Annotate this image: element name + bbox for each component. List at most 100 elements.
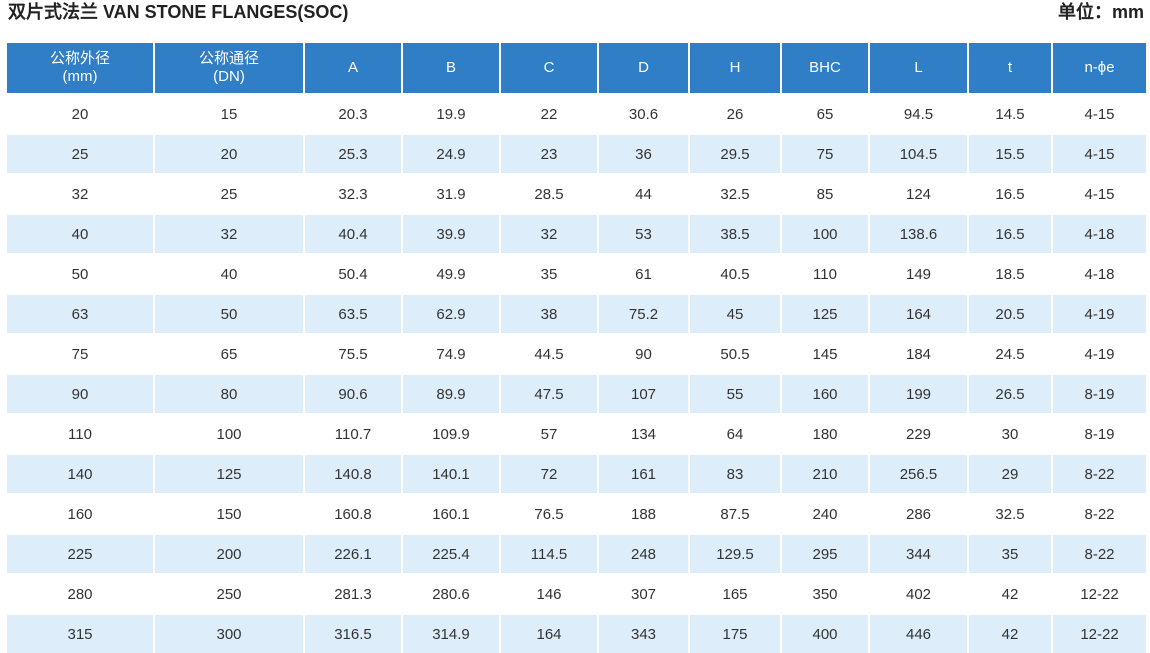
table-row: 160 150 160.8 160.1 76.5 188 87.5 240 286 32.5 8-2… (7, 493, 1146, 533)
table-cell: 295 (782, 533, 870, 573)
table-cell: 180 (782, 413, 870, 453)
table-cell: 8-19 (1053, 413, 1146, 453)
table-cell: 12-22 (1053, 613, 1146, 653)
table-cell: 32.3 (305, 173, 403, 213)
table-cell: 32 (7, 173, 155, 213)
table-cell: 150 (155, 493, 305, 533)
table-cell: 28.5 (501, 173, 599, 213)
table-cell: 315 (7, 613, 155, 653)
column-header: C (501, 43, 599, 93)
column-header: D (599, 43, 690, 93)
column-header: 公称外径 (mm) (7, 43, 155, 93)
table-row: 315 300 316.5 314.9 164 343 175 400 446 42 12-22 (7, 613, 1146, 653)
table-cell: 129.5 (690, 533, 782, 573)
table-body: 20 15 20.3 19.9 22 30.6 26 65 94.5 14.5 4-15 25 20 25… (7, 93, 1146, 653)
table-cell: 225.4 (403, 533, 501, 573)
table-cell: 50.4 (305, 253, 403, 293)
table-cell: 15 (155, 93, 305, 133)
table-cell: 40.5 (690, 253, 782, 293)
table-cell: 140.1 (403, 453, 501, 493)
table-cell: 160 (7, 493, 155, 533)
table-cell: 8-19 (1053, 373, 1146, 413)
column-header: 公称通径 (DN) (155, 43, 305, 93)
table-cell: 307 (599, 573, 690, 613)
table-cell: 31.9 (403, 173, 501, 213)
table-cell: 19.9 (403, 93, 501, 133)
column-header: t (969, 43, 1053, 93)
table-cell: 63 (7, 293, 155, 333)
table-cell: 42 (969, 613, 1053, 653)
table-cell: 343 (599, 613, 690, 653)
table-cell: 16.5 (969, 173, 1053, 213)
table-cell: 75 (7, 333, 155, 373)
table-cell: 161 (599, 453, 690, 493)
table-row: 110 100 110.7 109.9 57 134 64 180 229 30 8-19 (7, 413, 1146, 453)
table-row: 32 25 32.3 31.9 28.5 44 32.5 85 124 16.5 4-15 (7, 173, 1146, 213)
table-cell: 110 (7, 413, 155, 453)
table-cell: 314.9 (403, 613, 501, 653)
table-cell: 248 (599, 533, 690, 573)
table-cell: 225 (7, 533, 155, 573)
column-header: n-ϕe (1053, 43, 1146, 93)
table-cell: 72 (501, 453, 599, 493)
table-cell: 90 (7, 373, 155, 413)
table-cell: 20 (155, 133, 305, 173)
table-cell: 400 (782, 613, 870, 653)
table-cell: 4-18 (1053, 213, 1146, 253)
table-cell: 160 (782, 373, 870, 413)
table-cell: 64 (690, 413, 782, 453)
table-cell: 26 (690, 93, 782, 133)
table-cell: 65 (782, 93, 870, 133)
table-cell: 110 (782, 253, 870, 293)
table-cell: 47.5 (501, 373, 599, 413)
table-cell: 50 (7, 253, 155, 293)
table-cell: 76.5 (501, 493, 599, 533)
table-cell: 175 (690, 613, 782, 653)
column-header: B (403, 43, 501, 93)
page-title: 双片式法兰 VAN STONE FLANGES(SOC) (8, 2, 349, 22)
column-header: L (870, 43, 969, 93)
table-cell: 134 (599, 413, 690, 453)
table-cell: 74.9 (403, 333, 501, 373)
table-cell: 8-22 (1053, 533, 1146, 573)
table-cell: 125 (782, 293, 870, 333)
table-cell: 90.6 (305, 373, 403, 413)
table-cell: 36 (599, 133, 690, 173)
table-cell: 164 (501, 613, 599, 653)
table-cell: 15.5 (969, 133, 1053, 173)
table-row: 75 65 75.5 74.9 44.5 90 50.5 145 184 24.5 4-19 (7, 333, 1146, 373)
table-cell: 30 (969, 413, 1053, 453)
column-header: BHC (782, 43, 870, 93)
table-cell: 140 (7, 453, 155, 493)
unit-label: 单位：mm (1057, 2, 1144, 22)
table-cell: 446 (870, 613, 969, 653)
table-cell: 23 (501, 133, 599, 173)
table-cell: 107 (599, 373, 690, 413)
column-header: A (305, 43, 403, 93)
table-cell: 8-22 (1053, 453, 1146, 493)
table-row: 50 40 50.4 49.9 35 61 40.5 110 149 18.5 4-18 (7, 253, 1146, 293)
table-row: 63 50 63.5 62.9 38 75.2 45 125 164 20.5 4-19 (7, 293, 1146, 333)
table-cell: 40 (155, 253, 305, 293)
header-line: (DN) (213, 68, 245, 85)
header-line: (mm) (62, 68, 98, 85)
table-cell: 138.6 (870, 213, 969, 253)
table-cell: 29.5 (690, 133, 782, 173)
table-cell: 22 (501, 93, 599, 133)
table-cell: 32.5 (690, 173, 782, 213)
table-cell: 100 (782, 213, 870, 253)
table-cell: 44 (599, 173, 690, 213)
table-cell: 25 (7, 133, 155, 173)
table-cell: 114.5 (501, 533, 599, 573)
table-cell: 40.4 (305, 213, 403, 253)
table-cell: 109.9 (403, 413, 501, 453)
table-cell: 145 (782, 333, 870, 373)
table-cell: 24.5 (969, 333, 1053, 373)
table-cell: 300 (155, 613, 305, 653)
table-cell: 110.7 (305, 413, 403, 453)
column-header: H (690, 43, 782, 93)
table-row: 90 80 90.6 89.9 47.5 107 55 160 199 26.5 8-19 (7, 373, 1146, 413)
header-line: 公称通径 (198, 50, 259, 67)
table-cell: 149 (870, 253, 969, 293)
table-cell: 229 (870, 413, 969, 453)
